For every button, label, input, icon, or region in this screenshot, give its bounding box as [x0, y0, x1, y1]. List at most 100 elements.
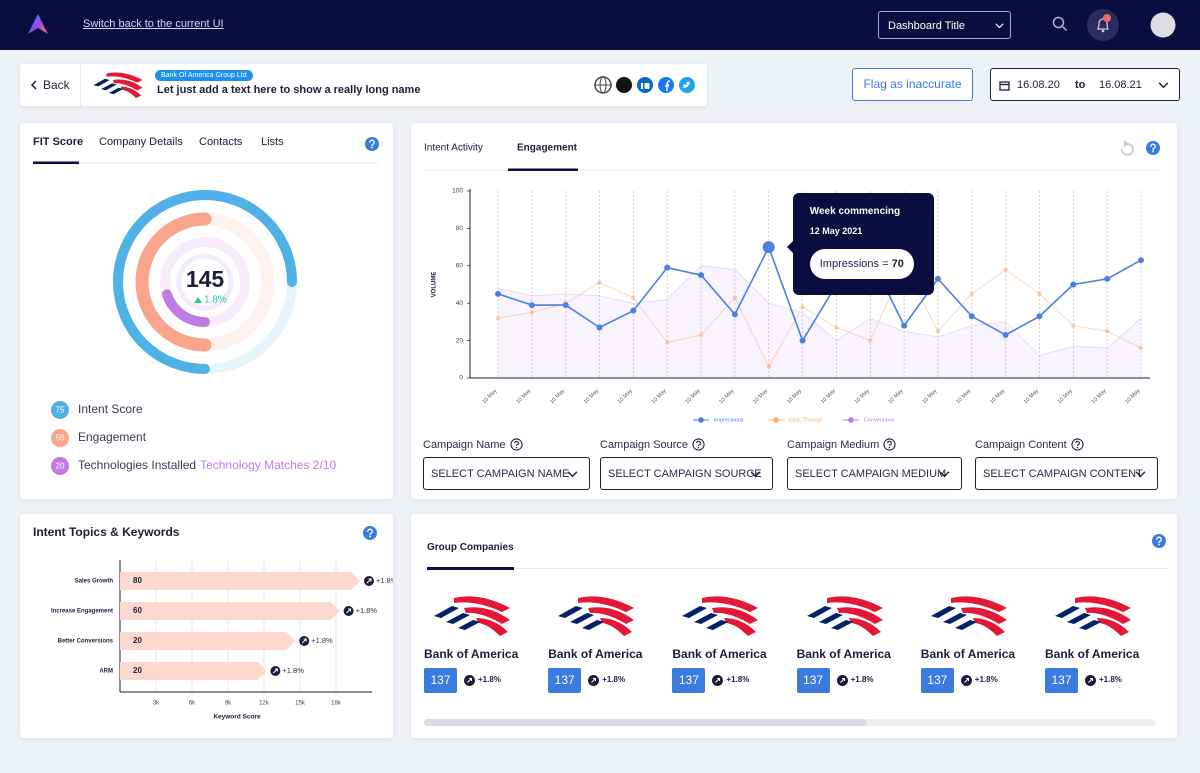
date-to: 16.08.21: [1099, 79, 1142, 91]
help-icon[interactable]: [883, 438, 896, 451]
data-point: [731, 311, 738, 318]
divider: [80, 64, 81, 106]
change-icon: [960, 675, 972, 686]
company-name: Let just add a text here to show a reall…: [157, 84, 421, 96]
company-change: +1.8%: [850, 675, 874, 684]
y-tick-label: ARM: [99, 669, 113, 675]
tab[interactable]: Engagement: [517, 143, 578, 154]
company-name: Bank of America: [548, 647, 643, 661]
filter-label: Campaign Source: [600, 438, 705, 451]
company-score: 137: [920, 668, 954, 693]
legend-dot: [51, 401, 69, 419]
date-range[interactable]: 16.08.20 to 16.08.21: [990, 68, 1180, 101]
switch-link[interactable]: Switch back to the current UI: [83, 18, 224, 30]
bar-change: +1.8%: [376, 576, 393, 585]
ring-arc: [135, 212, 212, 352]
date-separator: to: [1075, 79, 1086, 91]
group-panel: Group Companies Bank of America 137 +1.8% B…: [411, 514, 1177, 738]
help-icon[interactable]: [1146, 141, 1160, 155]
company-card[interactable]: Bank of America 137 +1.8%: [548, 594, 666, 699]
tab[interactable]: Intent Activity: [424, 143, 483, 154]
search-icon[interactable]: [1052, 16, 1068, 32]
help-icon[interactable]: [692, 438, 705, 451]
data-point: [1104, 328, 1110, 334]
tab[interactable]: Company Details: [99, 136, 183, 148]
data-point: [1037, 291, 1042, 297]
tooltip-label: Impressions =: [819, 258, 889, 271]
engagement-panel: Intent Activity Engagement 10 May 10 May 10 …: [411, 123, 1177, 499]
help-icon[interactable]: [365, 137, 379, 151]
help-icon[interactable]: [509, 438, 523, 451]
company-card[interactable]: Bank of America 137 +1.8%: [672, 594, 790, 699]
filter-select[interactable]: SELECT CAMPAIGN NAME: [423, 457, 590, 490]
company-logo: [558, 596, 635, 636]
tooltip-title: Week commencing: [809, 206, 901, 218]
company-card[interactable]: Bank of America 137 +1.8%: [796, 594, 915, 699]
panel-title: Intent Topics & Keywords: [33, 525, 180, 539]
y-tick-label: 60: [456, 263, 464, 270]
y-tick-label: 40: [456, 300, 464, 307]
tab[interactable]: Lists: [261, 136, 284, 148]
x-tick-label: 10 May: [1023, 388, 1040, 405]
ring-arc: [161, 289, 210, 327]
data-point: [495, 290, 501, 297]
legend-value: 75: [56, 406, 65, 415]
filter-select[interactable]: SELECT CAMPAIGN CONTENT: [975, 457, 1158, 490]
chevron: [939, 471, 950, 477]
notifications[interactable]: [1086, 8, 1120, 42]
tooltip: Week commencing 12 May 2021 Impressions …: [786, 193, 934, 296]
avatar[interactable]: [1150, 12, 1176, 38]
series-line: [497, 265, 1142, 357]
company-score: 137: [548, 668, 582, 693]
help-icon[interactable]: [1071, 438, 1084, 451]
scroll-thumb[interactable]: [424, 719, 867, 726]
x-tick-label: 10 May: [752, 388, 769, 405]
company-logo: [682, 596, 759, 636]
data-point: [631, 295, 636, 300]
data-point: [528, 302, 535, 309]
refresh-icon[interactable]: [1121, 140, 1134, 156]
legend-note[interactable]: Technology Matches 2/10: [200, 458, 336, 472]
filter-select[interactable]: SELECT CAMPAIGN SOURCE: [600, 457, 773, 490]
facebook-icon[interactable]: [658, 77, 674, 93]
data-point: [698, 272, 705, 279]
intent-panel: Intent Topics & Keywords 3k 6k 9k 12k 15k 18k…: [20, 514, 393, 738]
x-tick-label: 12k: [259, 701, 270, 707]
crunchbase-icon[interactable]: [616, 77, 632, 93]
help-icon[interactable]: [1152, 534, 1166, 548]
change-arrow: [273, 668, 278, 674]
social-icons: [594, 76, 695, 94]
tab[interactable]: Contacts: [199, 136, 243, 148]
calendar-icon: [999, 81, 1010, 91]
scroll-track[interactable]: [424, 719, 1155, 726]
bar-score: 60: [133, 606, 142, 615]
dashboard-select[interactable]: Dashboard Title: [878, 11, 1011, 39]
change-icon: [588, 675, 600, 686]
back-button[interactable]: Back: [43, 78, 70, 92]
company-card[interactable]: Bank of America 137 +1.8%: [1045, 594, 1163, 699]
company-score: 137: [424, 668, 457, 693]
app-logo[interactable]: [27, 13, 49, 35]
company-card[interactable]: Bank of America 137 +1.8%: [424, 594, 542, 699]
bar-change: +1.8%: [311, 636, 333, 645]
data-point: [834, 325, 839, 330]
group-badge[interactable]: Bank Of America Group Ltd: [155, 70, 253, 81]
company-name: Bank of America: [672, 647, 767, 661]
y-tick-label: 0: [459, 375, 463, 382]
filter-placeholder: SELECT CAMPAIGN CONTENT: [983, 467, 1143, 480]
data-point: [597, 280, 602, 285]
flag-button[interactable]: Flag as inaccurate: [852, 68, 973, 101]
filter-label-text: Campaign Name: [423, 438, 506, 451]
legend-dot: [51, 457, 69, 475]
y-tick-label: Increase Engagement: [51, 609, 113, 615]
dashboard-select-text: Dashboard Title: [888, 20, 966, 32]
company-score: 137: [1045, 668, 1078, 693]
company-card[interactable]: Bank of America 137 +1.8%: [920, 594, 1039, 699]
y-tick-label: 80: [456, 225, 464, 232]
help-icon[interactable]: [363, 526, 377, 540]
chevron: [1135, 471, 1146, 477]
tab[interactable]: FIT Score: [33, 136, 83, 148]
change-arrow: [301, 638, 307, 644]
filter-select[interactable]: SELECT CAMPAIGN MEDIUM: [787, 457, 962, 490]
x-tick-label: 6k: [189, 701, 196, 707]
